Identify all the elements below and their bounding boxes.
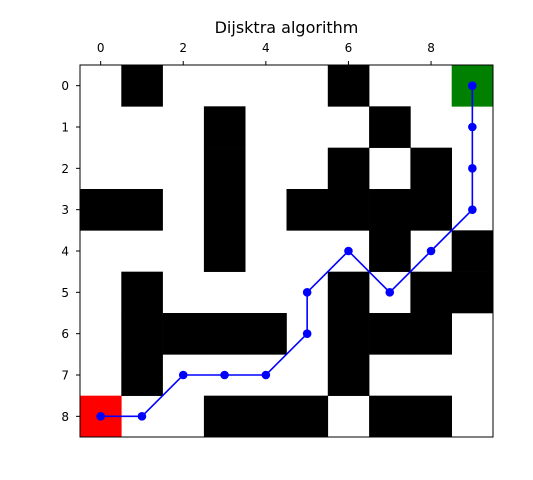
path-point	[426, 246, 436, 256]
wall-cell	[410, 271, 452, 314]
path-point	[344, 246, 353, 256]
path-point	[302, 288, 312, 297]
path-point	[468, 164, 477, 173]
x-tick-label: 0	[97, 41, 105, 55]
x-tick-label: 8	[427, 41, 435, 55]
wall-cell	[410, 147, 452, 190]
wall-cell	[121, 271, 163, 314]
y-tick-label: 0	[61, 79, 69, 93]
wall-cell	[203, 313, 246, 355]
wall-cell	[203, 106, 246, 148]
wall-cell	[203, 147, 246, 190]
wall-cell	[327, 147, 370, 190]
wall-cell	[121, 189, 163, 231]
path-point	[137, 412, 147, 421]
wall-cell	[327, 271, 370, 314]
path-point	[385, 288, 395, 297]
y-tick-label: 6	[61, 327, 69, 341]
wall-cell	[410, 313, 452, 355]
x-tick-label: 4	[262, 41, 270, 55]
path-point	[261, 370, 271, 380]
wall-cell	[121, 313, 163, 355]
wall-cell	[327, 354, 370, 396]
plot-area: 0 2 4 6 8 0 1 2 3 4 5 6 7 8	[61, 41, 494, 438]
wall-cell	[80, 189, 122, 231]
wall-cell	[121, 65, 163, 107]
y-tick-label: 7	[61, 369, 69, 383]
wall-cell	[245, 313, 287, 355]
y-tick-label: 1	[61, 121, 69, 135]
wall-cell	[327, 65, 370, 107]
wall-cell	[203, 189, 246, 231]
y-tick-label: 3	[61, 203, 69, 217]
y-tick-label: 2	[61, 162, 69, 176]
path-point	[302, 329, 312, 338]
path-point	[178, 370, 188, 380]
path-line	[100, 85, 474, 418]
wall-cell	[286, 189, 329, 231]
y-tick-label: 4	[61, 245, 69, 259]
path-point	[468, 122, 477, 132]
path-point	[468, 205, 477, 214]
wall-cell	[451, 271, 494, 314]
wall-cell	[369, 230, 411, 272]
path-point	[220, 370, 229, 380]
x-tick-label: 6	[345, 41, 353, 55]
wall-cell	[369, 189, 411, 231]
wall-cell	[410, 395, 452, 438]
wall-cell	[369, 313, 411, 355]
wall-cell	[245, 395, 287, 438]
y-tick-label: 5	[61, 286, 69, 300]
wall-cell	[203, 230, 246, 272]
wall-cell	[327, 189, 370, 231]
wall-cell	[410, 189, 452, 231]
x-tick-label: 2	[179, 41, 187, 55]
wall-cell	[327, 313, 370, 355]
path-point	[468, 81, 477, 90]
wall-cell	[121, 354, 163, 396]
wall-cell	[203, 395, 246, 438]
path-point	[96, 412, 105, 421]
wall-cell	[162, 313, 205, 355]
y-tick-label: 8	[61, 410, 69, 424]
wall-cell	[286, 395, 329, 438]
chart-title: Dijsktra algorithm	[215, 18, 359, 37]
wall-cell	[369, 395, 411, 438]
wall-cell	[451, 230, 494, 272]
wall-cell	[369, 106, 411, 148]
